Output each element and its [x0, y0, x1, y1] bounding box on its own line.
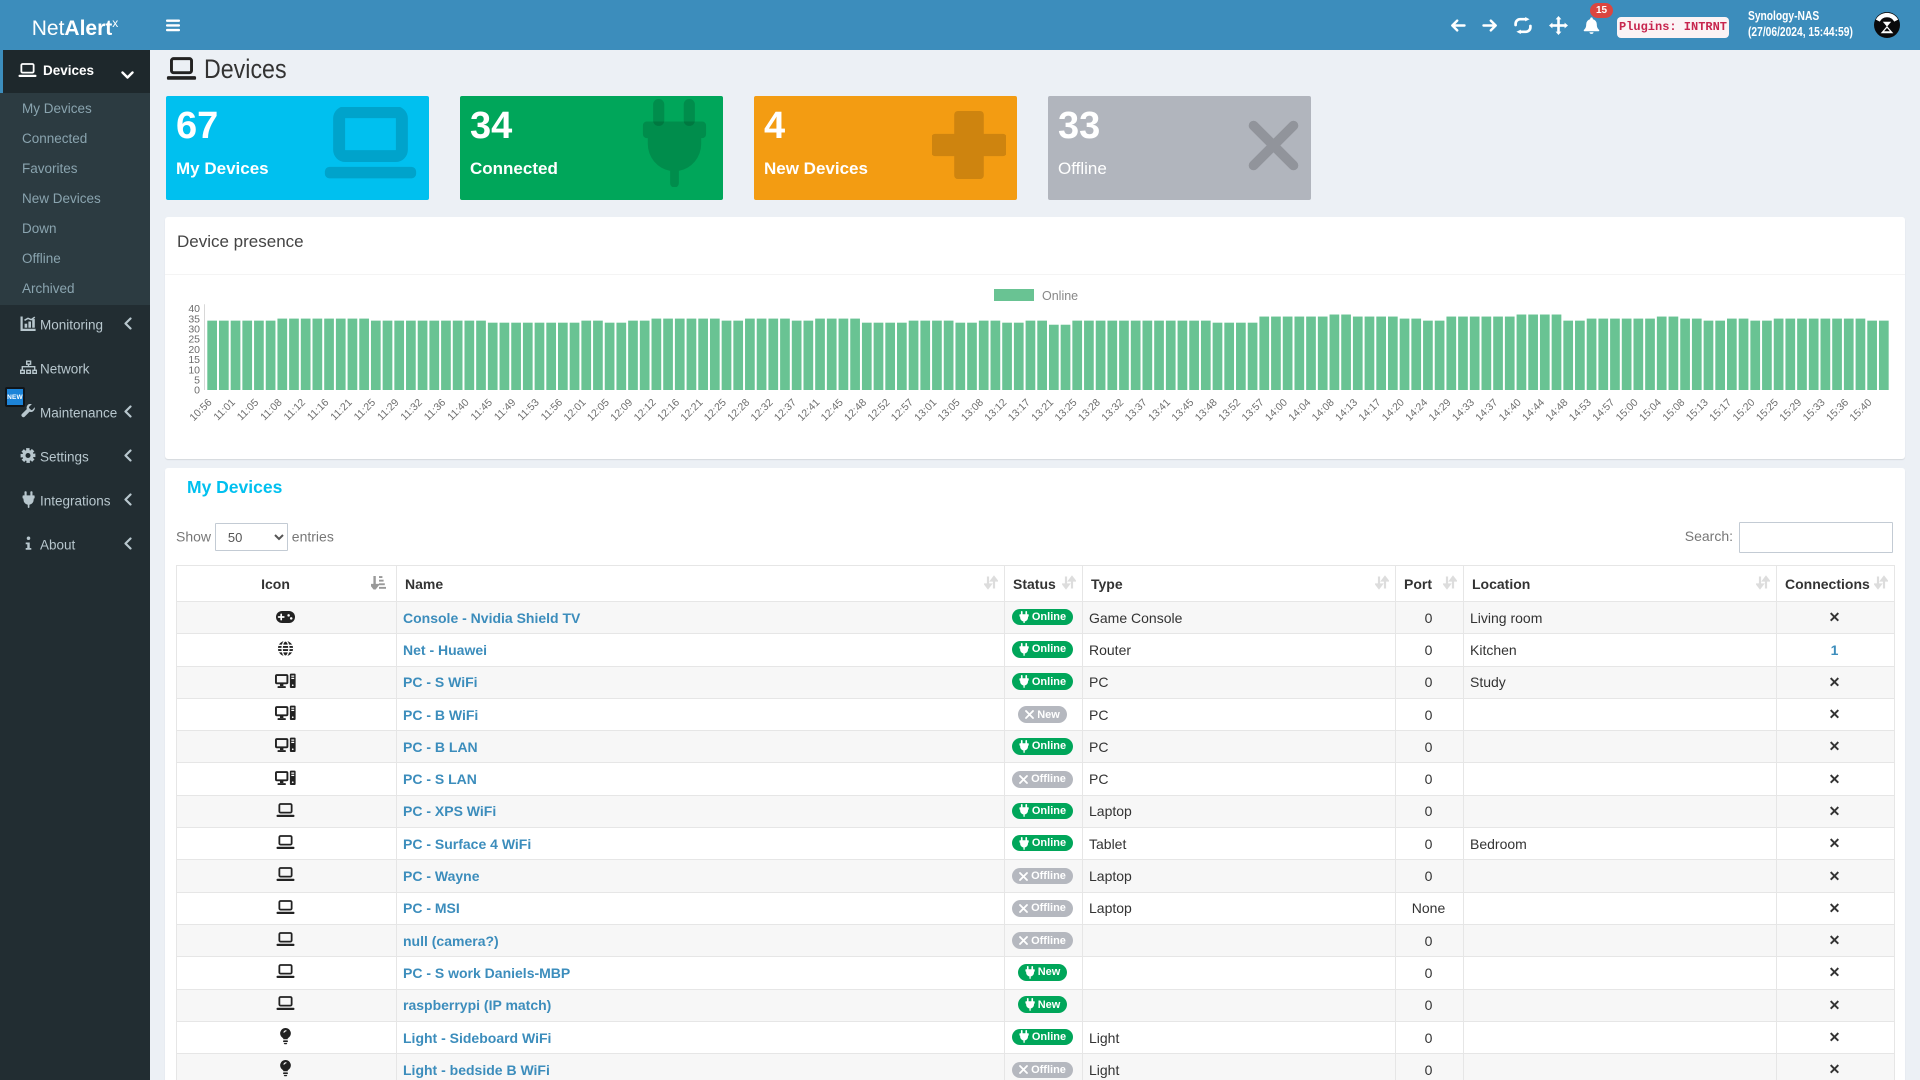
svg-text:13:17: 13:17: [1006, 397, 1033, 424]
svg-text:15: 15: [188, 354, 200, 366]
svg-text:0: 0: [194, 385, 200, 397]
svg-text:11:21: 11:21: [328, 397, 355, 424]
svg-text:15:13: 15:13: [1684, 397, 1711, 424]
svg-text:13:52: 13:52: [1216, 397, 1243, 424]
svg-text:20: 20: [188, 344, 200, 356]
svg-text:11:53: 11:53: [515, 397, 542, 424]
svg-text:11:05: 11:05: [235, 397, 262, 424]
svg-text:13:37: 13:37: [1123, 397, 1150, 424]
svg-text:15:36: 15:36: [1824, 397, 1851, 424]
svg-text:11:16: 11:16: [305, 397, 332, 424]
svg-text:12:01: 12:01: [561, 397, 588, 424]
svg-text:12:57: 12:57: [889, 397, 916, 424]
svg-text:14:13: 14:13: [1333, 397, 1360, 424]
svg-text:11:36: 11:36: [422, 397, 449, 424]
svg-text:11:01: 11:01: [211, 397, 238, 424]
svg-text:12:28: 12:28: [725, 397, 752, 424]
svg-text:12:32: 12:32: [749, 397, 776, 424]
svg-text:30: 30: [188, 324, 200, 336]
svg-text:25: 25: [188, 334, 200, 346]
svg-text:11:25: 11:25: [352, 397, 379, 424]
svg-text:13:21: 13:21: [1029, 397, 1056, 424]
svg-text:12:16: 12:16: [655, 397, 682, 424]
svg-text:14:53: 14:53: [1567, 397, 1594, 424]
svg-text:13:05: 13:05: [936, 397, 963, 424]
svg-text:15:25: 15:25: [1754, 397, 1781, 424]
svg-text:13:41: 13:41: [1146, 397, 1173, 424]
svg-text:14:20: 14:20: [1380, 397, 1407, 424]
svg-text:13:28: 13:28: [1076, 397, 1103, 424]
svg-text:11:40: 11:40: [445, 397, 472, 424]
svg-text:13:08: 13:08: [959, 397, 986, 424]
svg-text:12:25: 12:25: [702, 397, 729, 424]
svg-text:15:04: 15:04: [1637, 397, 1664, 424]
svg-text:14:48: 14:48: [1543, 397, 1570, 424]
svg-text:15:20: 15:20: [1730, 397, 1757, 424]
svg-text:14:04: 14:04: [1286, 397, 1313, 424]
svg-text:14:00: 14:00: [1263, 397, 1290, 424]
svg-text:13:57: 13:57: [1240, 397, 1267, 424]
svg-text:15:40: 15:40: [1847, 397, 1874, 424]
svg-text:14:24: 14:24: [1403, 397, 1430, 424]
svg-text:13:01: 13:01: [912, 397, 939, 424]
svg-text:11:29: 11:29: [375, 397, 402, 424]
svg-text:14:37: 14:37: [1473, 397, 1500, 424]
svg-text:11:56: 11:56: [539, 397, 566, 424]
svg-text:14:29: 14:29: [1427, 397, 1454, 424]
svg-text:12:37: 12:37: [772, 397, 799, 424]
svg-text:14:57: 14:57: [1590, 397, 1617, 424]
svg-text:14:17: 14:17: [1356, 397, 1383, 424]
svg-text:12:05: 12:05: [585, 397, 612, 424]
svg-text:12:45: 12:45: [819, 397, 846, 424]
svg-text:10: 10: [188, 364, 200, 376]
svg-text:11:32: 11:32: [398, 397, 425, 424]
svg-text:15:00: 15:00: [1614, 397, 1641, 424]
svg-text:12:52: 12:52: [865, 397, 892, 424]
svg-text:14:40: 14:40: [1497, 397, 1524, 424]
svg-text:15:17: 15:17: [1707, 397, 1734, 424]
svg-text:15:08: 15:08: [1660, 397, 1687, 424]
svg-text:13:48: 13:48: [1193, 397, 1220, 424]
svg-text:12:41: 12:41: [795, 397, 822, 424]
svg-text:11:45: 11:45: [469, 397, 496, 424]
svg-text:13:25: 13:25: [1052, 397, 1079, 424]
svg-text:13:45: 13:45: [1169, 397, 1196, 424]
svg-text:13:32: 13:32: [1099, 397, 1126, 424]
svg-text:13:12: 13:12: [982, 397, 1009, 424]
svg-text:11:12: 11:12: [281, 397, 308, 424]
svg-text:5: 5: [194, 375, 200, 387]
svg-text:15:29: 15:29: [1777, 397, 1804, 424]
svg-text:14:08: 14:08: [1310, 397, 1337, 424]
svg-text:15:33: 15:33: [1801, 397, 1828, 424]
svg-text:Online: Online: [1042, 289, 1078, 303]
svg-text:35: 35: [188, 313, 200, 325]
svg-text:11:49: 11:49: [492, 397, 519, 424]
svg-text:12:12: 12:12: [632, 397, 659, 424]
svg-text:14:33: 14:33: [1450, 397, 1477, 424]
svg-text:12:09: 12:09: [608, 397, 635, 424]
svg-text:40: 40: [188, 303, 200, 315]
svg-text:12:48: 12:48: [842, 397, 869, 424]
svg-text:10:56: 10:56: [187, 397, 214, 424]
svg-text:11:08: 11:08: [258, 397, 285, 424]
svg-text:12:21: 12:21: [678, 397, 705, 424]
svg-text:14:44: 14:44: [1520, 397, 1547, 424]
